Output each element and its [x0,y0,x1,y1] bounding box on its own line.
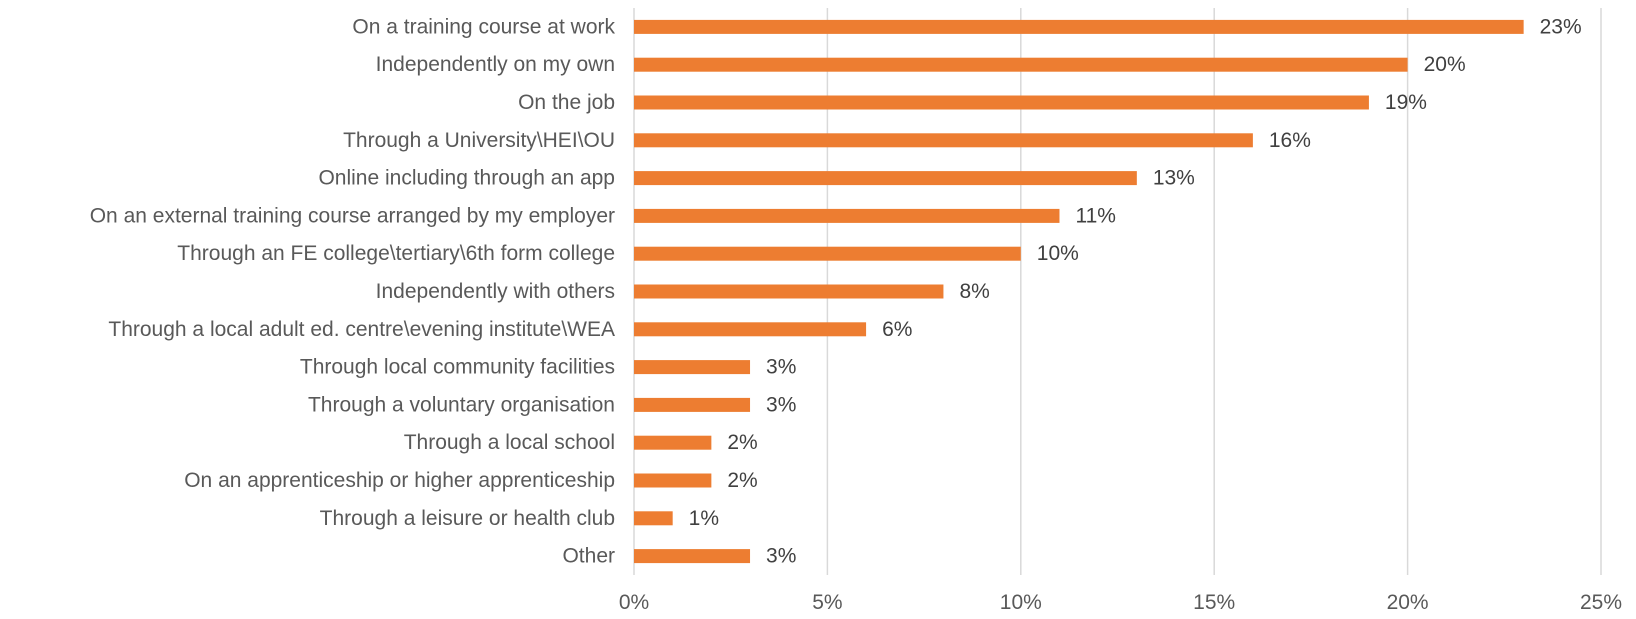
category-label: On the job [518,91,615,114]
category-label: Other [562,545,615,568]
category-label: Independently with others [376,280,615,303]
data-label: 10% [1037,242,1079,265]
category-label: On an external training course arranged … [90,204,615,227]
x-tick-label: 25% [1580,591,1622,614]
bar [634,549,751,564]
x-tick-label: 15% [1193,591,1235,614]
bar [634,360,751,375]
bar [634,397,751,412]
bar [634,95,1369,110]
bars [634,19,1524,564]
data-label: 19% [1385,91,1427,114]
category-label: Through a University\HEI\OU [343,129,615,152]
bar [634,246,1021,261]
x-tick-label: 5% [812,591,842,614]
bar [634,322,867,337]
category-label: On an apprenticeship or higher apprentic… [184,469,615,492]
data-label: 3% [766,545,796,568]
x-tick-label: 10% [1000,591,1042,614]
bar [634,19,1524,34]
data-label: 16% [1269,129,1311,152]
x-tick-label: 20% [1387,591,1429,614]
data-label: 13% [1153,167,1195,190]
category-label: Through a voluntary organisation [308,393,615,416]
bar [634,171,1137,186]
category-label: Through local community facilities [300,356,615,379]
x-axis-tick-labels: 0% 5% 10% 15% 20% 25% [619,591,1622,614]
category-label: Through a leisure or health club [320,507,615,530]
data-label: 11% [1075,204,1115,227]
category-label: Independently on my own [376,53,615,76]
data-label: 20% [1424,53,1466,76]
category-label: Through an FE college\tertiary\6th form … [177,242,615,265]
x-tick-label: 0% [619,591,649,614]
category-label: Through a local adult ed. centre\evening… [108,318,615,341]
data-label: 8% [959,280,989,303]
bar [634,57,1408,72]
bar [634,435,712,450]
category-labels: On a training course at work Independentl… [90,15,616,567]
data-label: 23% [1540,15,1582,38]
value-labels: 23% 20% 19% 16% 13% 11% 10% 8% 6% 3% 3% 2% 2% 1% 3% [689,15,1582,567]
bar [634,473,712,488]
data-label: 3% [766,356,796,379]
category-label: Online including through an app [318,167,615,190]
category-label: On a training course at work [352,15,615,38]
data-label: 3% [766,393,796,416]
data-label: 2% [727,431,757,454]
bar [634,284,944,299]
bar [634,133,1253,148]
data-label: 2% [727,469,757,492]
bar [634,208,1060,223]
category-label: Through a local school [404,431,615,454]
data-label: 6% [882,318,912,341]
data-label: 1% [689,507,719,530]
bar [634,511,673,526]
